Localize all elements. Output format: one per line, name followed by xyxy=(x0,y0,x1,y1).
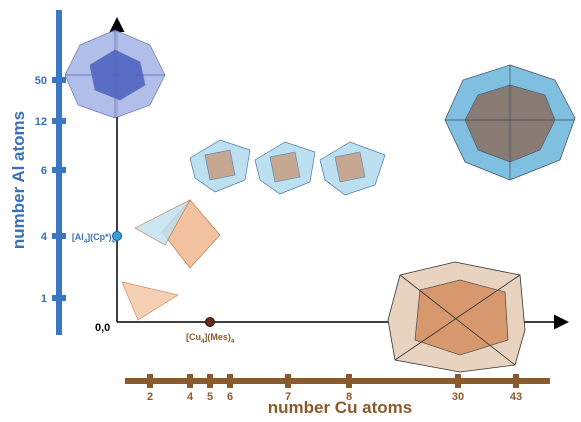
x-tick-label: 30 xyxy=(452,391,464,403)
x-tick xyxy=(346,374,352,388)
x-tick-label: 2 xyxy=(147,391,153,403)
x-tick xyxy=(455,374,461,388)
origin-label: 0,0 xyxy=(95,322,110,334)
y-tick xyxy=(52,167,66,173)
label-part: ](Mes) xyxy=(204,332,231,342)
x-tick-label: 5 xyxy=(207,391,213,403)
x-tick xyxy=(227,374,233,388)
cu-bar xyxy=(125,378,550,384)
x-tick xyxy=(187,374,193,388)
y-tick xyxy=(52,233,66,239)
cluster-cu4 xyxy=(121,281,179,321)
x-tick-label: 43 xyxy=(510,391,522,403)
label-part: 4 xyxy=(112,239,116,245)
x-axis-title: number Cu atoms xyxy=(268,398,413,417)
al-compound-label: [Al4](Cp*)4 xyxy=(72,232,116,245)
y-tick xyxy=(52,118,66,124)
cluster-bottom xyxy=(387,261,526,373)
y-tick-label: 4 xyxy=(41,231,48,243)
x-tick xyxy=(285,374,291,388)
x-tick-label: 7 xyxy=(285,391,291,403)
x-tick-label: 8 xyxy=(346,391,352,403)
y-axis-title: number Al atoms xyxy=(9,111,28,249)
cu-compound-point xyxy=(205,317,215,327)
label-part: 4 xyxy=(201,339,205,345)
y-tick-label: 12 xyxy=(35,116,47,128)
x-tick xyxy=(513,374,519,388)
y-tick-label: 6 xyxy=(41,165,47,177)
label-part: 4 xyxy=(84,239,88,245)
label-part: [Al xyxy=(72,232,84,242)
cluster-al50 xyxy=(64,29,166,119)
x-tick xyxy=(207,374,213,388)
cluster-al4 xyxy=(134,199,221,269)
cu-compound-label: [Cu4](Mes)4 xyxy=(186,332,235,345)
al-compound-point xyxy=(112,231,122,241)
y-tick-label: 50 xyxy=(35,75,47,87)
cluster-right xyxy=(444,64,576,181)
label-part: ](Cp*) xyxy=(87,232,112,242)
x-tick-label: 4 xyxy=(187,391,194,403)
y-tick xyxy=(52,77,66,83)
cluster-row xyxy=(189,139,386,196)
y-tick-label: 1 xyxy=(41,293,47,305)
x-tick xyxy=(147,374,153,388)
label-part: [Cu xyxy=(186,332,201,342)
x-tick-label: 6 xyxy=(227,391,233,403)
y-tick xyxy=(52,295,66,301)
label-part: 4 xyxy=(231,339,235,345)
